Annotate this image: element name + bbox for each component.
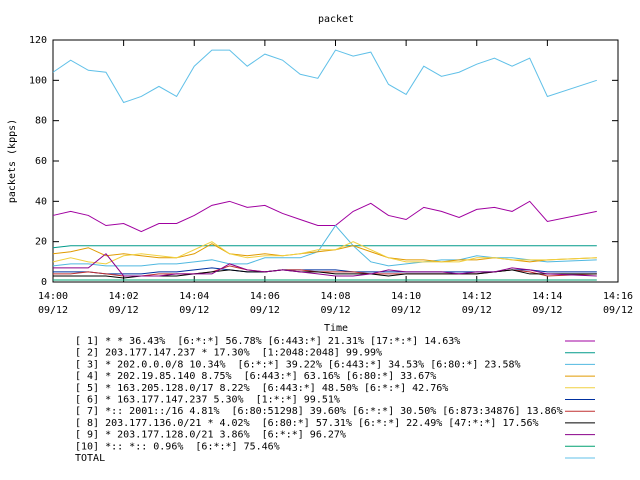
x-tick-date: 09/12 (179, 305, 209, 316)
chart-title: packet (318, 14, 354, 25)
x-tick-date: 09/12 (320, 305, 350, 316)
y-tick-label: 0 (41, 277, 47, 288)
x-tick-date: 09/12 (603, 305, 633, 316)
series-line (52, 224, 597, 267)
legend-label: [10] *:: *:: 0.96% [6:*:*] 75.46% (75, 441, 280, 452)
x-tick-date: 09/12 (250, 305, 280, 316)
x-tick-label: 14:06 (250, 291, 280, 302)
x-tick-label: 14:16 (603, 291, 633, 302)
y-tick-label: 40 (35, 196, 47, 207)
legend-label: [ 9] * 203.177.128.0/21 3.86% [6:*:*] 96… (75, 430, 346, 441)
x-tick-date: 09/12 (38, 305, 68, 316)
series-line (53, 253, 597, 277)
series-line (52, 243, 597, 263)
x-tick-label: 14:00 (38, 291, 68, 302)
legend-label: [ 8] 203.177.136.0/21 * 4.02% [6:80:*] 5… (75, 418, 539, 429)
series-line (52, 241, 597, 265)
y-tick-label: 80 (35, 116, 47, 127)
legend-label: TOTAL (75, 453, 105, 464)
x-tick-label: 14:12 (462, 291, 492, 302)
legend-label: [ 7] *:: 2001::/16 4.81% [6:80:51298] 39… (75, 406, 563, 417)
x-tick-date: 09/12 (462, 305, 492, 316)
x-axis-label: Time (324, 323, 348, 334)
x-tick-label: 14:14 (532, 291, 562, 302)
x-tick-date: 09/12 (391, 305, 421, 316)
series-line (52, 200, 597, 233)
x-tick-date: 09/12 (532, 305, 562, 316)
legend-label: [ 6] * 163.177.147.237 5.30% [1:*:*] 99.… (75, 395, 340, 406)
x-tick-date: 09/12 (109, 305, 139, 316)
y-tick-label: 120 (29, 35, 47, 46)
series-line (52, 245, 597, 249)
legend-label: [ 1] * * 36.43% [6:*:*] 56.78% [6:443:*]… (75, 336, 460, 347)
y-tick-label: 60 (35, 156, 47, 167)
y-tick-label: 100 (29, 75, 47, 86)
x-tick-label: 14:04 (179, 291, 209, 302)
series-line (52, 49, 597, 104)
x-tick-label: 14:10 (391, 291, 421, 302)
legend-label: [ 3] * 202.0.0.0/8 10.34% [6:*:*] 39.22%… (75, 359, 521, 370)
legend-label: [ 5] * 163.205.128.0/17 8.22% [6:443:*] … (75, 383, 448, 394)
x-tick-label: 14:08 (320, 291, 350, 302)
y-axis-label: packets (kpps) (7, 119, 18, 203)
legend-label: [ 2] 203.177.147.237 * 17.30% [1:2048:20… (75, 348, 382, 359)
x-tick-label: 14:02 (109, 291, 139, 302)
y-tick-label: 20 (35, 237, 47, 248)
legend-label: [ 4] * 202.19.85.140 8.75% [6:443:*] 63.… (75, 371, 436, 382)
